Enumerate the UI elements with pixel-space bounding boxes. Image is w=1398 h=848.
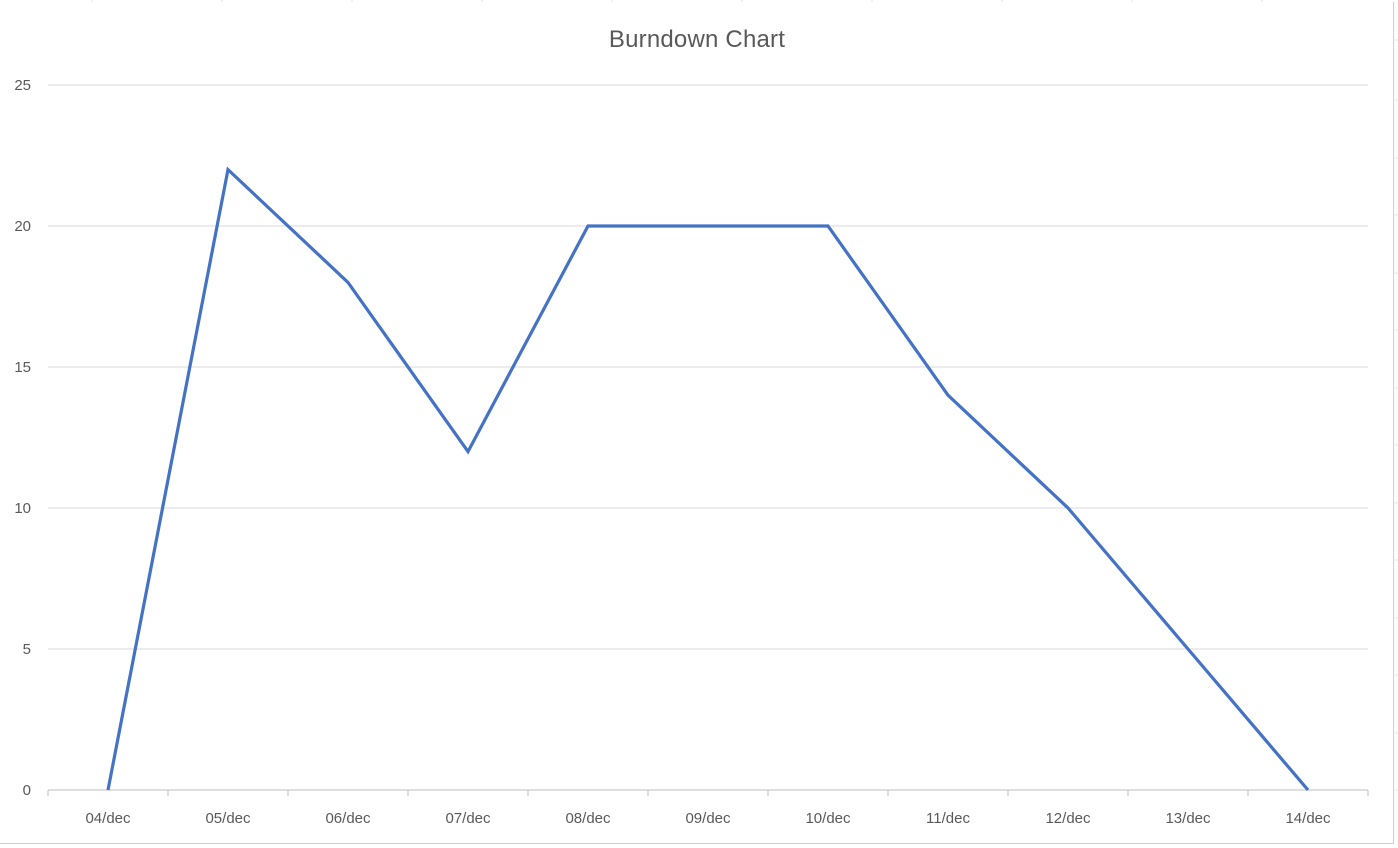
data-point[interactable] <box>1305 787 1311 793</box>
y-tick-label: 15 <box>14 359 31 376</box>
data-point[interactable] <box>1065 505 1071 511</box>
y-tick-label: 25 <box>14 77 31 94</box>
series-line[interactable] <box>106 166 1310 792</box>
data-point[interactable] <box>345 279 351 285</box>
series-layer[interactable] <box>105 166 1311 793</box>
x-tick-label: 11/dec <box>926 810 970 827</box>
y-tick-label: 0 <box>23 782 31 799</box>
x-tick-label: 04/dec <box>85 810 131 827</box>
data-point[interactable] <box>825 223 831 229</box>
x-tick-label: 09/dec <box>685 810 731 827</box>
y-tick-label: 10 <box>14 500 31 517</box>
data-point[interactable] <box>225 167 231 173</box>
x-tick-label: 07/dec <box>445 810 491 827</box>
y-tick-label: 20 <box>14 218 31 235</box>
data-point[interactable] <box>585 223 591 229</box>
data-point[interactable] <box>105 787 111 793</box>
data-point[interactable] <box>465 449 471 455</box>
x-tick-label: 13/dec <box>1165 810 1211 827</box>
x-tick-label: 10/dec <box>805 810 851 827</box>
x-tick-label: 06/dec <box>325 810 371 827</box>
chart-title[interactable]: Burndown Chart <box>608 26 786 53</box>
x-tick-label: 14/dec <box>1285 810 1331 827</box>
gridlines <box>48 84 1368 650</box>
x-tick-label: 12/dec <box>1045 810 1091 827</box>
y-tick-label: 5 <box>23 641 31 658</box>
x-axis <box>47 789 1369 796</box>
data-point[interactable] <box>945 392 951 398</box>
x-tick-label: 08/dec <box>565 810 611 827</box>
x-axis-tick-labels: 04/dec 05/dec 06/dec 07/dec 08/dec 09/dec 10/d… <box>85 810 1331 827</box>
data-point[interactable] <box>705 223 711 229</box>
y-axis-tick-labels: 0 5 10 15 20 25 <box>14 77 31 799</box>
data-point[interactable] <box>1185 646 1191 652</box>
x-tick-label: 05/dec <box>205 810 251 827</box>
